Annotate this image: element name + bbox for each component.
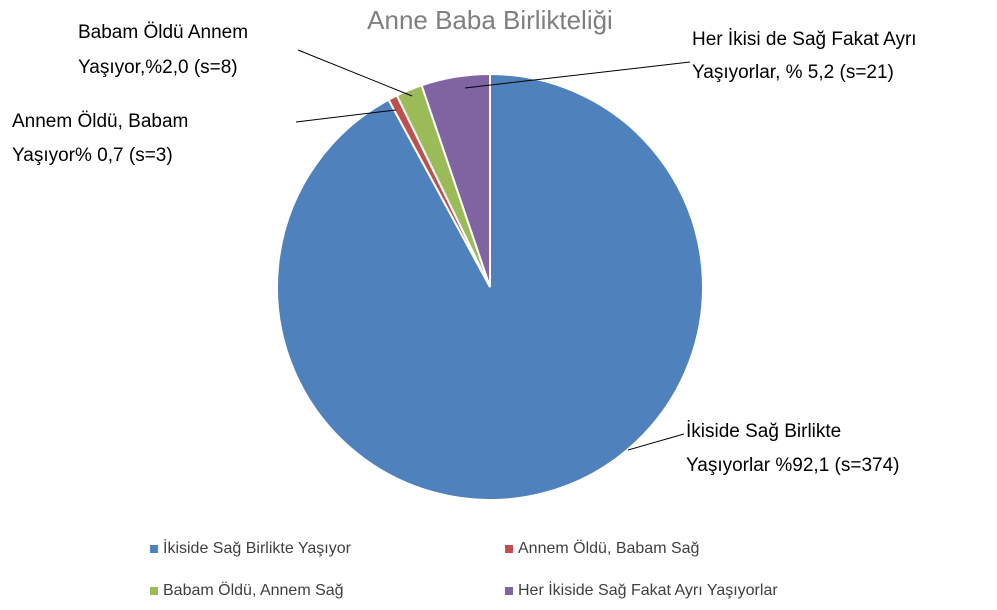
data-label: Her İkisi de Sağ Fakat Ayrı [692, 29, 917, 50]
data-label: Babam Öldü Annem [78, 22, 248, 43]
legend-marker [150, 587, 158, 595]
data-label: Yaşıyor% 0,7 (s=3) [12, 145, 173, 166]
legend-marker [505, 545, 513, 553]
legend-marker [505, 587, 513, 595]
data-label: Annem Öldü, Babam [12, 111, 188, 132]
legend-label: Babam Öldü, Annem Sağ [163, 581, 344, 599]
data-label: Yaşıyorlar, % 5,2 (s=21) [692, 62, 894, 83]
pie-slice [420, 72, 491, 288]
data-label: İkiside Sağ Birlikte [686, 421, 841, 442]
chart-title: Anne Baba Birlikteliği [367, 5, 613, 35]
data-label: Yaşıyorlar %92,1 (s=374) [686, 455, 900, 476]
leader-line [297, 49, 413, 97]
legend-label: Annem Öldü, Babam Sağ [518, 539, 699, 557]
leader-line [295, 109, 397, 123]
legend-label: İkiside Sağ Birlikte Yaşıyor [163, 538, 352, 557]
data-label: Yaşıyor,%2,0 (s=8) [78, 57, 238, 78]
leader-line [627, 433, 685, 451]
legend-marker [150, 545, 158, 553]
legend-label: Her İkiside Sağ Fakat Ayrı Yaşıyorlar [518, 580, 778, 599]
leader-line [464, 61, 691, 89]
